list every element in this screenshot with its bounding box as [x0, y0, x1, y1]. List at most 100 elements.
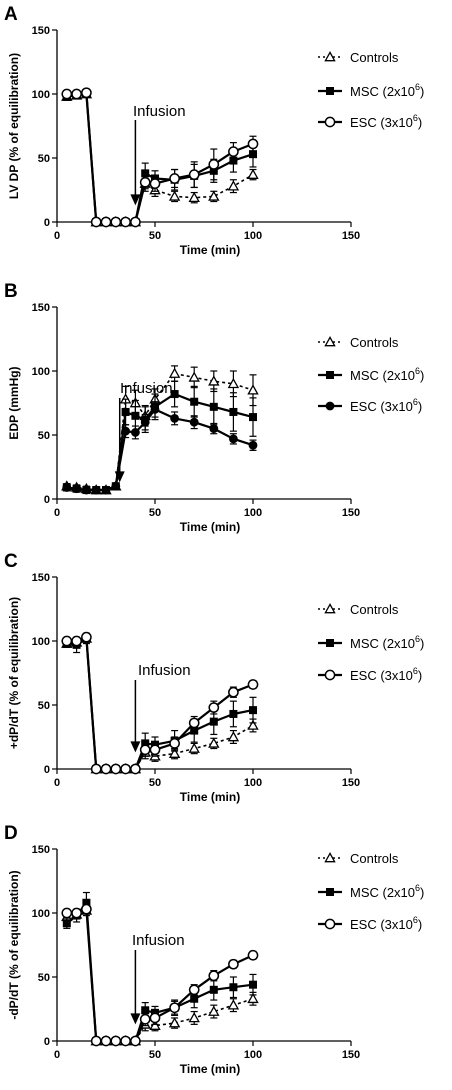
data-point [188, 984, 200, 996]
data-point [228, 146, 239, 157]
panel-letter: B [4, 281, 18, 302]
legend-entry: MSC (2x106) [318, 634, 424, 651]
data-point [81, 87, 92, 99]
data-point [227, 180, 240, 191]
data-point [249, 150, 257, 159]
data-point [208, 1005, 220, 1016]
x-tick-label: 150 [342, 507, 360, 519]
data-point [121, 407, 130, 416]
y-tick-label: 50 [38, 700, 50, 712]
y-tick-label: 0 [44, 217, 50, 229]
legend-marker [326, 639, 334, 647]
series-line [66, 392, 254, 492]
legend-tail: ) [418, 399, 422, 414]
data-point [100, 763, 112, 775]
data-point [149, 178, 161, 189]
data-point [110, 216, 122, 228]
x-tick-label: 0 [54, 777, 60, 789]
y-axis-title: LV DP (% of equilibration) [7, 53, 21, 199]
legend-marker [326, 87, 334, 95]
data-point [228, 686, 239, 698]
series-line [66, 908, 254, 1043]
x-axis-title: Time (min) [180, 520, 240, 534]
legend-marker [324, 603, 336, 614]
x-tick-label: 50 [149, 230, 161, 242]
y-tick-label: 100 [32, 636, 50, 648]
series-1 [62, 380, 257, 495]
legend-entry: Controls [318, 50, 399, 65]
data-point [139, 1013, 151, 1025]
data-point [168, 1017, 181, 1028]
data-point [249, 706, 257, 715]
data-point [149, 1012, 161, 1024]
legend-marker [324, 918, 336, 930]
data-point [169, 738, 180, 749]
legend-entry: ESC (3x106) [318, 113, 422, 130]
panel-c: C 0 50 100 150 0 50 100 150 Time (min) +dP/dT (% o… [4, 551, 424, 804]
y-tick-label: 50 [38, 153, 50, 165]
legend-marker [326, 888, 334, 896]
panel-d: D 0 50 100 150 0 50 100 150 Time (min) -dP/dT (% o… [4, 823, 424, 1076]
data-point [190, 397, 199, 406]
data-point [120, 1035, 131, 1047]
data-point [110, 1035, 122, 1047]
data-point [170, 390, 179, 399]
data-point [208, 737, 220, 748]
legend-superscript: 6 [413, 666, 418, 676]
data-point [249, 980, 257, 989]
data-point [141, 169, 150, 178]
y-tick-label: 100 [32, 366, 50, 378]
data-point [247, 168, 259, 179]
panel-letter: D [4, 823, 18, 844]
legend-label: ESC (3x106) [350, 113, 422, 130]
x-axis-title: Time (min) [180, 243, 240, 257]
x-tick-label: 0 [54, 1049, 60, 1061]
legend-entry: Controls [318, 851, 399, 866]
x-tick-label: 0 [54, 507, 60, 519]
y-tick-label: 150 [32, 302, 50, 314]
data-point [208, 375, 220, 386]
x-tick-label: 150 [342, 777, 360, 789]
data-point [227, 377, 240, 389]
legend-entry: Controls [318, 335, 399, 350]
data-point [139, 744, 151, 756]
legend-label: MSC (2x106) [350, 634, 424, 651]
legend-label: ESC (3x106) [350, 915, 422, 932]
infusion-arrow-head [130, 1013, 141, 1025]
series-2 [61, 87, 259, 228]
x-tick-label: 50 [149, 777, 161, 789]
x-axis-title: Time (min) [180, 790, 240, 804]
data-point [61, 635, 73, 647]
y-tick-label: 0 [44, 1036, 50, 1048]
y-tick-label: 150 [32, 844, 50, 856]
data-point [149, 1019, 161, 1030]
y-axis-title: -dP/dT (% of equilibration) [7, 870, 21, 1019]
legend-marker [324, 51, 336, 62]
legend-superscript: 6 [415, 82, 420, 92]
data-point [100, 1035, 112, 1047]
data-point [208, 159, 220, 170]
legend-marker [324, 116, 336, 128]
data-point [247, 679, 259, 690]
data-point [229, 434, 238, 444]
infusion-label: Infusion [120, 380, 173, 397]
data-point [140, 417, 150, 427]
data-point [72, 484, 81, 494]
data-point [131, 411, 140, 420]
x-tick-label: 150 [342, 230, 360, 242]
y-tick-label: 0 [44, 494, 50, 506]
data-point [208, 702, 220, 713]
data-point [170, 413, 180, 423]
data-point [91, 485, 101, 495]
legend-tail: ) [418, 115, 422, 130]
x-tick-label: 50 [149, 1049, 161, 1061]
data-point [90, 1035, 102, 1047]
data-point [168, 367, 181, 378]
legend-superscript: 6 [415, 634, 420, 644]
data-point [62, 919, 71, 928]
data-point [82, 898, 91, 907]
data-point [130, 216, 141, 228]
data-point [247, 992, 259, 1004]
data-point [247, 384, 259, 395]
data-point [189, 417, 199, 427]
